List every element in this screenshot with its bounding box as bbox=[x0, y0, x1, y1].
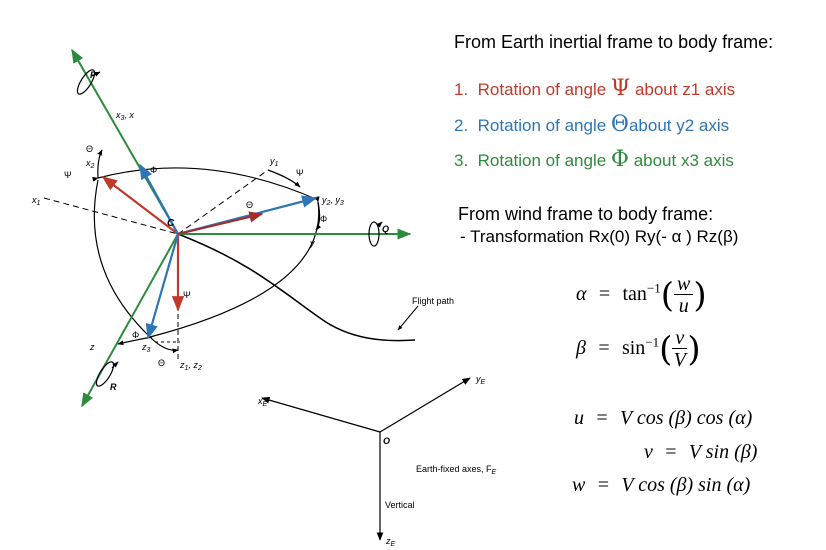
roll-loop-P bbox=[76, 69, 96, 95]
beta-lhs: β bbox=[576, 337, 586, 360]
theta-vector bbox=[177, 211, 264, 235]
alpha-den: u bbox=[678, 295, 689, 317]
label-x3-x: x3, x bbox=[115, 110, 134, 122]
theta-arc-bottom bbox=[149, 336, 179, 354]
step-2-number: 2. bbox=[454, 116, 469, 135]
x2-vector bbox=[101, 176, 179, 235]
flight-path-curve bbox=[177, 233, 416, 342]
phi-arc-right bbox=[315, 201, 322, 231]
step-2-pre: Rotation of angle bbox=[477, 116, 611, 135]
step-3-pre: Rotation of angle bbox=[477, 151, 611, 170]
label-z: z bbox=[89, 342, 95, 352]
label-psi-left: Ψ bbox=[64, 170, 72, 180]
heading-earth-to-body: From Earth inertial frame to body frame: bbox=[454, 32, 774, 52]
step-1-pre: Rotation of angle bbox=[477, 80, 611, 99]
label-xE: xE bbox=[257, 396, 268, 408]
alpha-lhs: α bbox=[576, 283, 587, 306]
z3-vector bbox=[145, 233, 180, 340]
beta-sup: −1 bbox=[645, 334, 660, 350]
step-3-number: 3. bbox=[454, 151, 469, 170]
beta-fn: sin bbox=[621, 337, 646, 360]
label-y1: y1 bbox=[269, 156, 279, 168]
alpha-equation: α = tan−1(w u) bbox=[576, 273, 707, 317]
yaw-loop-R-arrow bbox=[111, 361, 119, 369]
u-rhs: V cos (β) cos (α) bbox=[620, 407, 753, 429]
pitch-loop-Q bbox=[368, 221, 380, 247]
label-Q: Q bbox=[382, 224, 389, 234]
step-2-theta: 2. Rotation of angle Θabout y2 axis bbox=[454, 112, 729, 137]
label-theta-top: Θ bbox=[86, 144, 93, 154]
label-earth-axes: Earth-fixed axes, FE bbox=[416, 464, 497, 476]
theta-symbol: Θ bbox=[610, 112, 629, 137]
beta-eq: = bbox=[598, 337, 610, 360]
psi-arc-top bbox=[267, 169, 301, 188]
alpha-eq: = bbox=[598, 283, 611, 306]
label-psi-down: Ψ bbox=[183, 290, 191, 300]
beta-equation: β = sin−1(v V) bbox=[576, 327, 701, 371]
w-lhs: w bbox=[572, 474, 586, 496]
x3-vector bbox=[139, 163, 179, 235]
label-C: C bbox=[167, 218, 175, 229]
label-phi-top: Φ bbox=[150, 165, 157, 175]
label-yE: yE bbox=[475, 374, 486, 386]
roll-loop-P-arrow bbox=[91, 71, 101, 77]
label-z1-z2: z1, z2 bbox=[179, 360, 202, 372]
step-3-phi: 3. Rotation of angle Φ about x3 axis bbox=[454, 147, 734, 172]
pitch-loop-Q-arrow bbox=[376, 221, 383, 228]
u-equation: u = V cos (β) cos (α) bbox=[574, 407, 752, 430]
yE-axis bbox=[379, 377, 471, 433]
w-rhs: V cos (β) sin (α) bbox=[621, 474, 751, 496]
step-1-post: about z1 axis bbox=[634, 80, 736, 99]
label-y: y bbox=[309, 238, 315, 248]
label-x1: x1 bbox=[31, 195, 41, 207]
theta-arc-top bbox=[97, 149, 103, 179]
label-theta-mid: Θ bbox=[246, 200, 253, 210]
psi-symbol: Ψ bbox=[610, 76, 631, 101]
flight-path-pointer bbox=[397, 305, 419, 331]
label-y2-y3: y2, y3 bbox=[321, 195, 344, 207]
label-zE: zE bbox=[385, 536, 396, 548]
phi-symbol: Φ bbox=[610, 147, 629, 172]
alpha-fn: tan bbox=[622, 283, 647, 306]
beta-num: v bbox=[672, 328, 688, 349]
w-eq: = bbox=[597, 474, 609, 496]
label-psi-right: Ψ bbox=[296, 168, 304, 178]
label-phi-bottom: Φ bbox=[132, 330, 139, 340]
label-theta-bottom: Θ bbox=[158, 358, 165, 368]
step-2-post: about y2 axis bbox=[628, 116, 730, 135]
yaw-loop-R bbox=[95, 361, 115, 387]
step-3-post: about x3 axis bbox=[633, 151, 734, 170]
label-P: P bbox=[90, 70, 97, 80]
step-1-psi: 1. Rotation of angle Ψ about z1 axis bbox=[454, 76, 735, 101]
sphere-arc-top bbox=[92, 167, 319, 201]
alpha-sup: −1 bbox=[646, 280, 661, 296]
sphere-arc-left bbox=[93, 179, 151, 338]
sphere-arc-right bbox=[149, 196, 320, 338]
label-x2: x2 bbox=[85, 158, 95, 170]
alpha-num: w bbox=[674, 274, 694, 295]
x1-axis bbox=[43, 197, 179, 235]
label-vertical: Vertical bbox=[385, 500, 415, 510]
xE-axis bbox=[261, 396, 381, 433]
v-eq: = bbox=[665, 441, 677, 463]
u-lhs: u bbox=[574, 407, 584, 429]
v-equation: v = V sin (β) bbox=[644, 441, 757, 464]
heading-wind-to-body: From wind frame to body frame: bbox=[458, 204, 714, 224]
v-rhs: V sin (β) bbox=[688, 441, 758, 463]
step-1-number: 1. bbox=[454, 80, 469, 99]
v-lhs: v bbox=[644, 441, 653, 463]
label-z3: z3 bbox=[141, 342, 151, 354]
beta-den: V bbox=[673, 349, 686, 371]
u-eq: = bbox=[596, 407, 608, 429]
label-R: R bbox=[110, 382, 117, 392]
transformation-line: - Transformation Rx(0) Ry(- α ) Rz(β) bbox=[460, 227, 739, 246]
w-equation: w = V cos (β) sin (α) bbox=[572, 474, 750, 497]
label-phi-right: Φ bbox=[320, 214, 327, 224]
label-flight-path: Flight path bbox=[412, 296, 454, 306]
y1-axis bbox=[177, 169, 269, 235]
label-O: O bbox=[383, 436, 390, 446]
